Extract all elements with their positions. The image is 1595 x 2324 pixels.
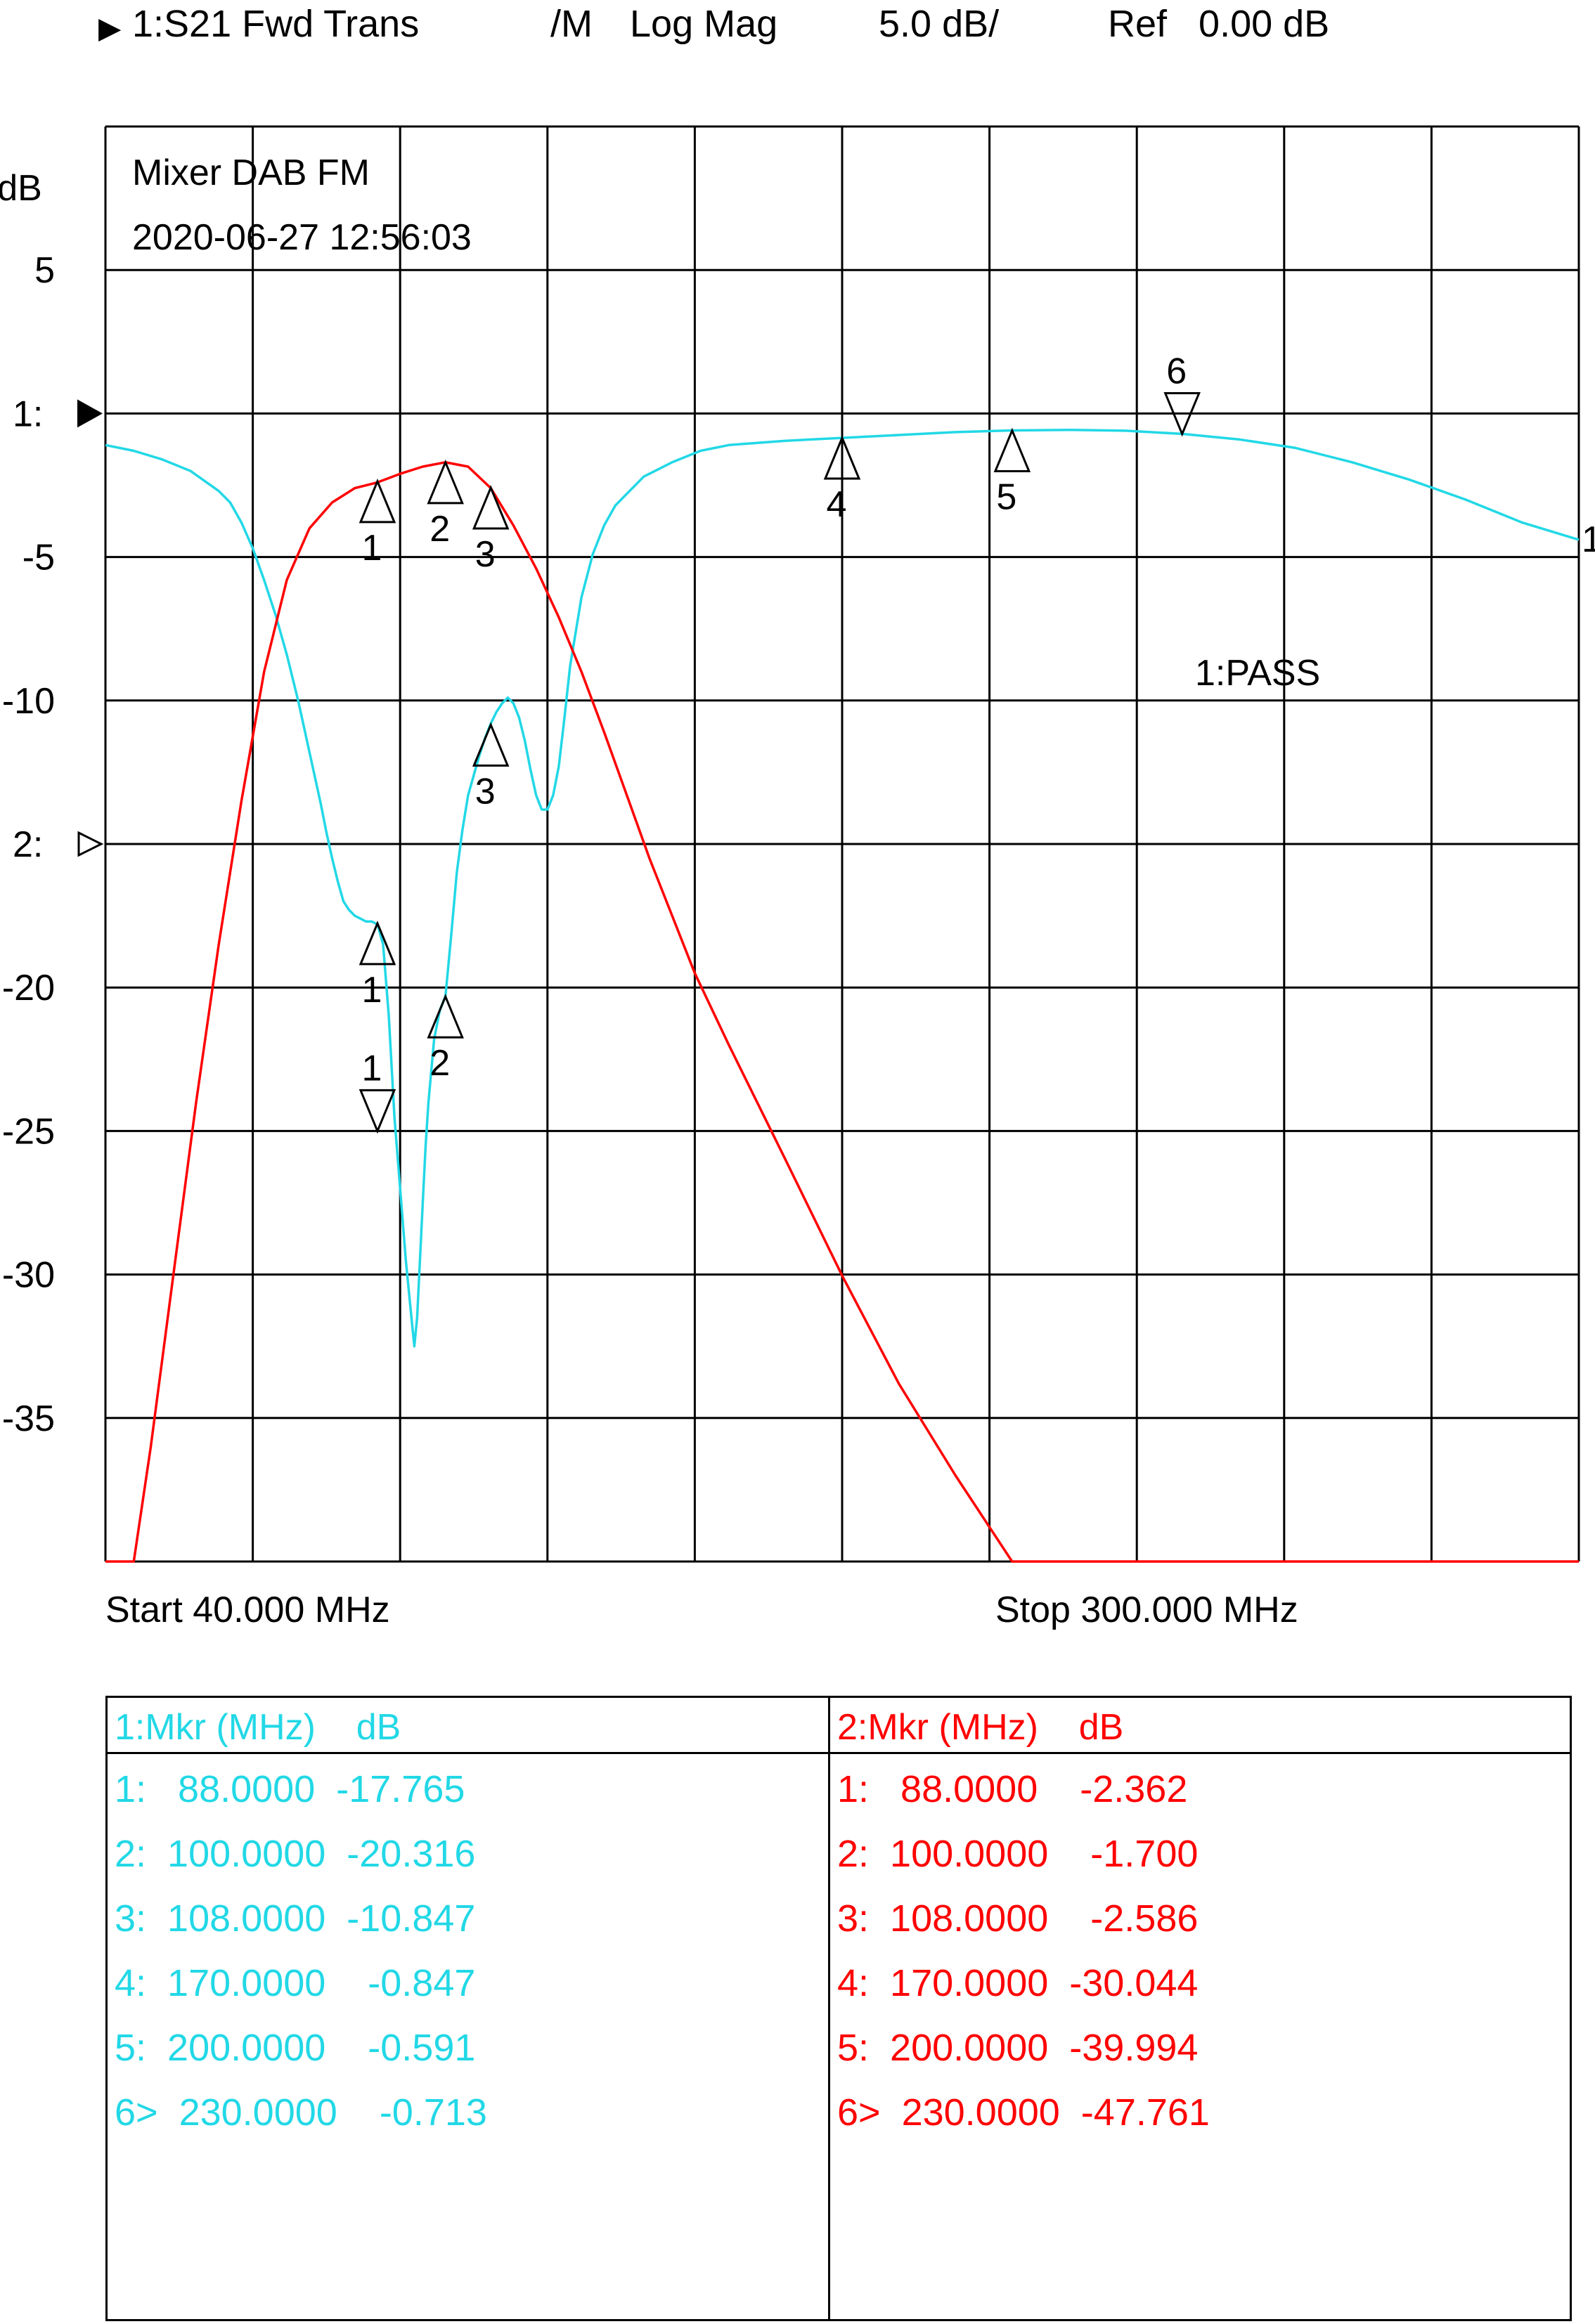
y-tick-label: -5 [22,538,55,578]
chart-labels: Mixer DAB FM 2020-06-27 12:56:03 dB 1:PASS S… [0,152,1595,1630]
marker-triangle-icon [359,478,396,524]
start-frequency-label: Start 40.000 MHz [105,1590,390,1630]
y-axis-label: dB [0,168,42,209]
marker-triangle-icon [427,459,464,505]
trace1-marker-3: 3 [472,722,510,812]
trace-end-label: 1 [1582,519,1595,560]
chart-traces [105,428,1580,1563]
trace1-marker-row: 2: 100.0000 -20.316 [115,1833,476,1875]
marker-triangle-icon [472,485,510,530]
ref-marker-1-label: 1: [13,394,43,434]
trace2-table-header: 2:Mkr (MHz) dB [830,1698,1570,1754]
trace1-marker-row: 4: 170.0000 -0.847 [115,1962,476,2004]
ref-marker-2-label: 2: [13,824,43,865]
ref-arrow-filled-icon [77,399,103,428]
marker-table: 1:Mkr (MHz) dB 1: 88.0000 -17.765 2: 100.… [105,1696,1572,2321]
marker-number-label: 4 [827,484,847,525]
y-tick-label: 5 [34,250,55,291]
trace2-marker-2: 2 [427,459,464,550]
marker-triangle-icon [993,427,1031,473]
trace2-marker-row: 2: 100.0000 -1.700 [837,1833,1199,1875]
stop-frequency-label: Stop 300.000 MHz [995,1590,1298,1630]
marker-number-label: 1 [361,528,382,569]
chart-title: Mixer DAB FM [132,152,370,193]
trace1-marker-4: 4 [823,435,861,525]
marker-number-label: 1 [361,1048,382,1089]
header-trace-label[interactable]: 1:S21 Fwd Trans [132,3,420,45]
trace2-marker-row: 5: 200.0000 -39.994 [837,2027,1199,2069]
limit-status: 1:PASS [1195,653,1320,694]
trace1-line [105,428,1580,1348]
marker-number-label: 2 [430,509,450,550]
marker-triangle-icon [359,920,396,966]
trace1-marker-6: 6 [1163,351,1201,437]
marker-triangle-icon [823,435,861,480]
header-format[interactable]: Log Mag [630,3,778,45]
header-ref[interactable]: Ref 0.00 dB [1108,3,1330,45]
trace1-marker-row: 6> 230.0000 -0.713 [115,2091,487,2134]
trace1-table-header: 1:Mkr (MHz) dB [108,1698,828,1754]
marker-number-label: 5 [996,477,1016,518]
trace1-marker-row: 5: 200.0000 -0.591 [115,2027,476,2069]
trace2-marker-row: 4: 170.0000 -30.044 [837,1962,1199,2004]
marker-triangle-icon [427,994,464,1039]
marker-number-label: 3 [475,771,496,812]
trace1-marker-2: 2 [427,994,464,1084]
marker-triangle-icon [1163,392,1201,437]
marker-number-label: 6 [1166,351,1187,392]
trace2-marker-row: 3: 108.0000 -2.586 [837,1897,1199,1940]
trace1-marker-row: 3: 108.0000 -10.847 [115,1897,476,1940]
trace1-marker-row: 1: 88.0000 -17.765 [115,1768,465,1810]
ref-arrow-outline-icon [77,831,104,857]
header-marker-arrow: ▶ [98,11,122,44]
header-memory[interactable]: /M [550,3,593,45]
trace2-marker-row: 6> 230.0000 -47.761 [837,2091,1210,2134]
marker-number-label: 1 [361,970,382,1011]
marker-number-label: 3 [475,534,496,575]
trace2-marker-3: 3 [472,485,510,575]
y-tick-label: -30 [2,1255,55,1296]
trace2-line [105,461,1579,1563]
trace2-marker-column: 2:Mkr (MHz) dB 1: 88.0000 -2.362 2: 100.0… [830,1698,1570,2319]
chart-grid [104,125,1580,1563]
trace1-marker-column: 1:Mkr (MHz) dB 1: 88.0000 -17.765 2: 100.… [108,1698,830,2319]
chart-timestamp: 2020-06-27 12:56:03 [132,217,472,258]
header-scale[interactable]: 5.0 dB/ [879,3,1000,45]
trace1-marker-1: 1 [359,920,396,1011]
y-tick-label: -20 [2,968,55,1008]
marker-number-label: 2 [430,1043,450,1084]
trace1-marker-5: 5 [993,427,1031,518]
trace2-marker-1: 1 [359,1048,396,1134]
marker-triangle-icon [359,1089,396,1134]
trace2-marker-1: 1 [359,478,396,569]
marker-triangle-icon [472,722,510,767]
y-tick-label: -25 [2,1111,55,1152]
y-tick-label: -35 [2,1398,55,1439]
trace2-marker-row: 1: 88.0000 -2.362 [837,1768,1188,1810]
y-tick-label: -10 [2,681,55,722]
